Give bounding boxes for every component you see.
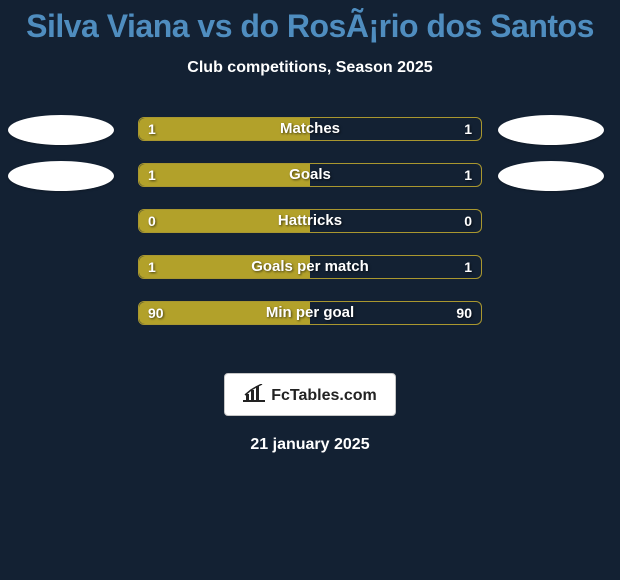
stat-bar xyxy=(138,163,482,187)
player-marker-left xyxy=(8,115,114,145)
subtitle: Club competitions, Season 2025 xyxy=(0,59,620,77)
brand-text: FcTables.com xyxy=(271,387,377,405)
stat-row: Goals per match11 xyxy=(0,255,620,301)
stats-container: Matches11Goals11Hattricks00Goals per mat… xyxy=(0,117,620,347)
stat-bar xyxy=(138,117,482,141)
bar-chart-icon xyxy=(243,384,265,407)
stat-value-left: 1 xyxy=(138,117,166,141)
stat-value-left: 0 xyxy=(138,209,166,233)
stat-row: Min per goal9090 xyxy=(0,301,620,347)
player-marker-right xyxy=(498,115,604,145)
stat-value-left: 1 xyxy=(138,163,166,187)
stat-bar xyxy=(138,209,482,233)
footer-date: 21 january 2025 xyxy=(0,436,620,454)
stat-value-right: 1 xyxy=(454,163,482,187)
stat-value-left: 90 xyxy=(138,301,174,325)
stat-value-right: 1 xyxy=(454,117,482,141)
stat-bar xyxy=(138,301,482,325)
stat-value-right: 0 xyxy=(454,209,482,233)
stat-row: Matches11 xyxy=(0,117,620,163)
player-marker-left xyxy=(8,161,114,191)
comparison-infographic: Silva Viana vs do RosÃ¡rio dos Santos Cl… xyxy=(0,0,620,580)
page-title: Silva Viana vs do RosÃ¡rio dos Santos xyxy=(0,0,620,45)
stat-bar xyxy=(138,255,482,279)
stat-value-left: 1 xyxy=(138,255,166,279)
stat-row: Hattricks00 xyxy=(0,209,620,255)
brand-badge: FcTables.com xyxy=(224,373,396,416)
player-marker-right xyxy=(498,161,604,191)
stat-value-right: 1 xyxy=(454,255,482,279)
stat-value-right: 90 xyxy=(446,301,482,325)
stat-row: Goals11 xyxy=(0,163,620,209)
